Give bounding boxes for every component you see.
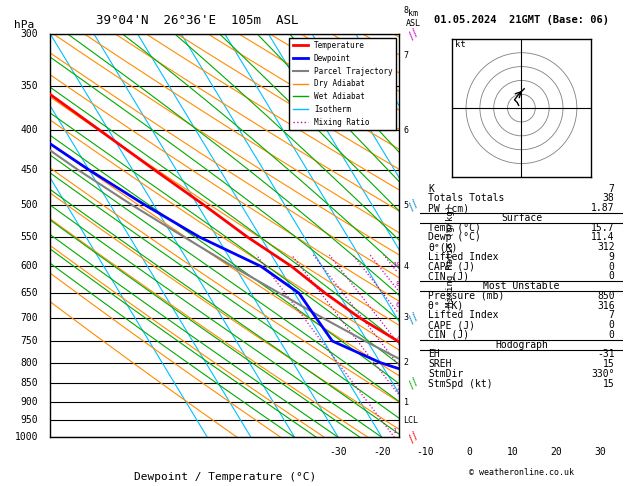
Text: θᵉ(K): θᵉ(K) xyxy=(428,242,458,252)
Text: hPa: hPa xyxy=(14,20,34,30)
Text: CAPE (J): CAPE (J) xyxy=(428,320,476,330)
Text: Surface: Surface xyxy=(501,213,542,223)
Text: 300: 300 xyxy=(21,29,38,39)
Text: 350: 350 xyxy=(21,81,38,91)
Text: EH: EH xyxy=(428,349,440,360)
Text: -20: -20 xyxy=(373,448,391,457)
Text: 550: 550 xyxy=(21,232,38,242)
Text: 5: 5 xyxy=(404,201,409,209)
Text: 7: 7 xyxy=(609,311,615,320)
Text: Lifted Index: Lifted Index xyxy=(428,252,499,262)
Text: 330°: 330° xyxy=(591,369,615,379)
Text: 900: 900 xyxy=(21,397,38,407)
Text: 600: 600 xyxy=(21,261,38,271)
Text: //: // xyxy=(406,375,421,391)
Text: 8: 8 xyxy=(396,281,400,287)
Text: 2: 2 xyxy=(404,358,409,367)
Text: 38: 38 xyxy=(603,193,615,203)
Text: K: K xyxy=(428,184,434,193)
Text: km
ASL: km ASL xyxy=(406,9,421,28)
Text: Most Unstable: Most Unstable xyxy=(483,281,560,291)
Text: © weatheronline.co.uk: © weatheronline.co.uk xyxy=(469,468,574,477)
Text: 20: 20 xyxy=(550,448,562,457)
Text: 0: 0 xyxy=(609,261,615,272)
Text: CIN (J): CIN (J) xyxy=(428,330,469,340)
Text: //: // xyxy=(406,430,421,445)
Text: 700: 700 xyxy=(21,313,38,323)
Text: 6: 6 xyxy=(395,302,399,308)
Text: 7: 7 xyxy=(609,184,615,193)
Text: -30: -30 xyxy=(330,448,347,457)
Text: StmDir: StmDir xyxy=(428,369,464,379)
Text: SREH: SREH xyxy=(428,359,452,369)
Text: 850: 850 xyxy=(597,291,615,301)
Text: 15.7: 15.7 xyxy=(591,223,615,233)
Text: //: // xyxy=(406,197,421,213)
Text: CIN (J): CIN (J) xyxy=(428,271,469,281)
Text: 1: 1 xyxy=(404,398,409,407)
Text: θᵉ (K): θᵉ (K) xyxy=(428,301,464,311)
Text: 0: 0 xyxy=(609,330,615,340)
Text: 30: 30 xyxy=(594,448,606,457)
Text: Dewpoint / Temperature (°C): Dewpoint / Temperature (°C) xyxy=(134,472,316,482)
Text: 950: 950 xyxy=(21,415,38,425)
Text: 650: 650 xyxy=(21,288,38,298)
Text: 11.4: 11.4 xyxy=(591,232,615,243)
Text: 9: 9 xyxy=(609,252,615,262)
Text: 1000: 1000 xyxy=(14,433,38,442)
Text: 15: 15 xyxy=(603,379,615,389)
Text: Dewp (°C): Dewp (°C) xyxy=(428,232,481,243)
Text: Lifted Index: Lifted Index xyxy=(428,311,499,320)
Text: 3: 3 xyxy=(397,357,401,363)
Text: 0: 0 xyxy=(466,448,472,457)
Text: 450: 450 xyxy=(21,165,38,175)
Text: 0: 0 xyxy=(609,320,615,330)
Text: 4: 4 xyxy=(397,335,401,341)
Text: 400: 400 xyxy=(21,125,38,136)
Text: StmSpd (kt): StmSpd (kt) xyxy=(428,379,493,389)
Text: 10: 10 xyxy=(392,262,401,268)
Text: 39°04'N  26°36'E  105m  ASL: 39°04'N 26°36'E 105m ASL xyxy=(96,14,298,27)
Text: 15: 15 xyxy=(603,359,615,369)
Text: PW (cm): PW (cm) xyxy=(428,203,469,213)
Text: //: // xyxy=(406,26,421,42)
Text: 0: 0 xyxy=(609,271,615,281)
Text: 1.87: 1.87 xyxy=(591,203,615,213)
Text: 800: 800 xyxy=(21,358,38,367)
Text: kt: kt xyxy=(455,40,465,49)
Text: 10: 10 xyxy=(507,448,519,457)
Text: Hodograph: Hodograph xyxy=(495,340,548,350)
Text: 500: 500 xyxy=(21,200,38,210)
Text: -10: -10 xyxy=(417,448,435,457)
Text: 316: 316 xyxy=(597,301,615,311)
Text: 1: 1 xyxy=(392,428,397,434)
Text: 312: 312 xyxy=(597,242,615,252)
Legend: Temperature, Dewpoint, Parcel Trajectory, Dry Adiabat, Wet Adiabat, Isotherm, Mi: Temperature, Dewpoint, Parcel Trajectory… xyxy=(289,38,396,130)
Text: 6: 6 xyxy=(404,126,409,135)
Text: 3: 3 xyxy=(404,313,409,322)
Text: Temp (°C): Temp (°C) xyxy=(428,223,481,233)
Text: //: // xyxy=(406,310,421,326)
Text: -31: -31 xyxy=(597,349,615,360)
Text: 7: 7 xyxy=(404,51,409,60)
Text: 2: 2 xyxy=(396,385,401,391)
Text: 8: 8 xyxy=(404,6,409,16)
Text: Totals Totals: Totals Totals xyxy=(428,193,504,203)
Text: LCL: LCL xyxy=(404,416,419,425)
Text: 4: 4 xyxy=(404,262,409,271)
Text: Pressure (mb): Pressure (mb) xyxy=(428,291,504,301)
Text: 850: 850 xyxy=(21,378,38,388)
Text: Mixing Ratio (g/kg): Mixing Ratio (g/kg) xyxy=(445,205,455,307)
Text: CAPE (J): CAPE (J) xyxy=(428,261,476,272)
Text: 750: 750 xyxy=(21,336,38,346)
Text: 01.05.2024  21GMT (Base: 06): 01.05.2024 21GMT (Base: 06) xyxy=(434,16,609,25)
